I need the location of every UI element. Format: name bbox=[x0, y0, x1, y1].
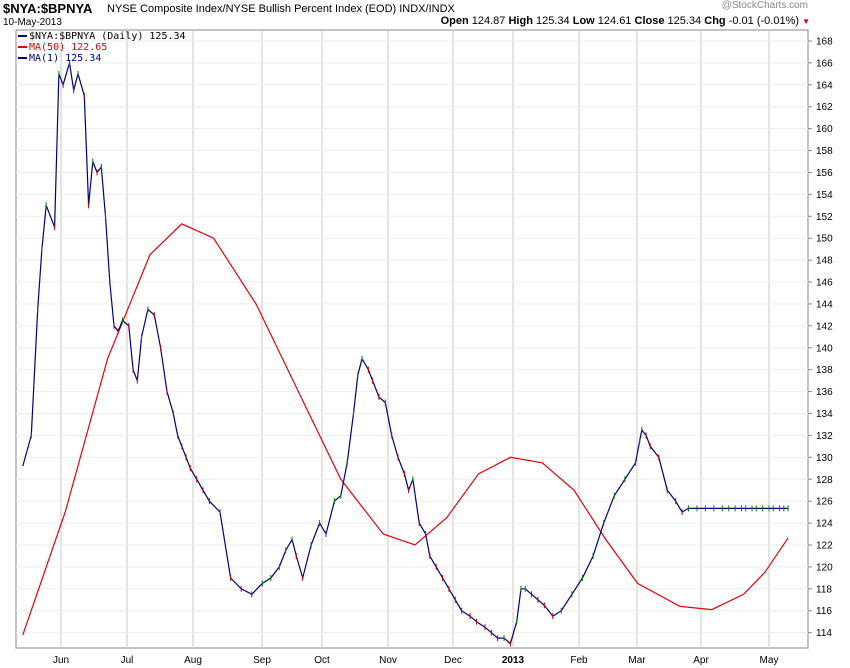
y-tick-label: 164 bbox=[816, 80, 833, 91]
y-tick-label: 168 bbox=[816, 36, 833, 47]
chg-label: Chg bbox=[704, 15, 726, 27]
chart-legend: $NYA:$BPNYA (Daily) 125.34 MA(50) 122.65… bbox=[18, 31, 186, 64]
y-tick-label: 166 bbox=[816, 58, 833, 69]
y-tick-label: 128 bbox=[816, 475, 833, 486]
chg-value: -0.01 (-0.01%) bbox=[728, 15, 800, 27]
chart-description: NYSE Composite Index/NYSE Bullish Percen… bbox=[107, 3, 455, 15]
y-tick-label: 146 bbox=[816, 278, 833, 289]
y-tick-label: 142 bbox=[816, 321, 833, 332]
x-tick-label: 2013 bbox=[502, 655, 525, 666]
legend-swatch-ma1 bbox=[18, 57, 27, 59]
x-tick-label: Apr bbox=[693, 655, 709, 666]
low-label: Low bbox=[572, 15, 595, 27]
legend-item-price: $NYA:$BPNYA (Daily) 125.34 bbox=[18, 31, 186, 42]
y-tick-label: 156 bbox=[816, 168, 833, 179]
y-tick-label: 144 bbox=[816, 299, 833, 310]
y-tick-label: 116 bbox=[816, 606, 832, 617]
y-tick-label: 126 bbox=[816, 497, 833, 508]
x-tick-label: Dec bbox=[444, 655, 462, 666]
plot-area bbox=[15, 29, 809, 649]
y-tick-label: 132 bbox=[816, 431, 833, 442]
legend-label-price: $NYA:$BPNYA (Daily) 125.34 bbox=[29, 31, 186, 42]
y-tick-label: 150 bbox=[816, 234, 833, 245]
y-tick-label: 162 bbox=[816, 102, 833, 113]
y-tick-label: 134 bbox=[816, 409, 833, 420]
x-tick-label: Aug bbox=[184, 655, 202, 666]
y-tick-label: 124 bbox=[816, 519, 833, 530]
y-tick-label: 148 bbox=[816, 256, 833, 267]
series-line-ma50 bbox=[22, 223, 789, 636]
legend-item-ma50: MA(50) 122.65 bbox=[18, 42, 186, 53]
y-tick-label: 138 bbox=[816, 365, 833, 376]
down-arrow-icon: ▼ bbox=[802, 17, 810, 26]
y-tick-label: 122 bbox=[816, 541, 833, 552]
legend-label-ma1: MA(1) 125.34 bbox=[29, 53, 102, 64]
x-tick-label: Oct bbox=[314, 655, 330, 666]
open-value: 124.87 bbox=[471, 15, 506, 27]
legend-label-ma50: MA(50) 122.65 bbox=[29, 42, 108, 53]
y-tick-label: 114 bbox=[816, 628, 832, 639]
x-tick-label: Mar bbox=[628, 655, 646, 666]
stockcharts-watermark: @StockCharts.com bbox=[721, 0, 808, 11]
x-tick-label: Jul bbox=[121, 655, 134, 666]
x-tick-label: Feb bbox=[570, 655, 588, 666]
ohlc-readout: Open 124.87 High 125.34 Low 124.61 Close… bbox=[441, 15, 810, 27]
x-tick-label: Sep bbox=[253, 655, 271, 666]
y-tick-label: 118 bbox=[816, 584, 832, 595]
y-tick-label: 152 bbox=[816, 212, 833, 223]
y-tick-label: 130 bbox=[816, 453, 833, 464]
y-tick-label: 120 bbox=[816, 562, 833, 573]
y-tick-label: 158 bbox=[816, 146, 833, 157]
open-label: Open bbox=[440, 15, 469, 27]
high-value: 125.34 bbox=[536, 15, 570, 27]
chart-date: 10-May-2013 bbox=[3, 17, 62, 28]
x-tick-label: Nov bbox=[379, 655, 397, 666]
high-label: High bbox=[508, 15, 533, 27]
legend-item-ma1: MA(1) 125.34 bbox=[18, 53, 186, 64]
y-tick-label: 154 bbox=[816, 190, 833, 201]
x-tick-label: May bbox=[760, 655, 779, 666]
close-value: 125.34 bbox=[667, 15, 702, 27]
low-value: 124.61 bbox=[597, 15, 632, 27]
x-tick-label: Jun bbox=[53, 655, 69, 666]
legend-swatch-price bbox=[18, 35, 27, 37]
close-label: Close bbox=[634, 15, 665, 27]
y-tick-label: 160 bbox=[816, 124, 833, 135]
chart-symbol: $NYA:$BPNYA bbox=[3, 1, 93, 16]
y-tick-label: 140 bbox=[816, 343, 833, 354]
y-tick-label: 136 bbox=[816, 387, 833, 398]
legend-swatch-ma50 bbox=[18, 46, 27, 48]
